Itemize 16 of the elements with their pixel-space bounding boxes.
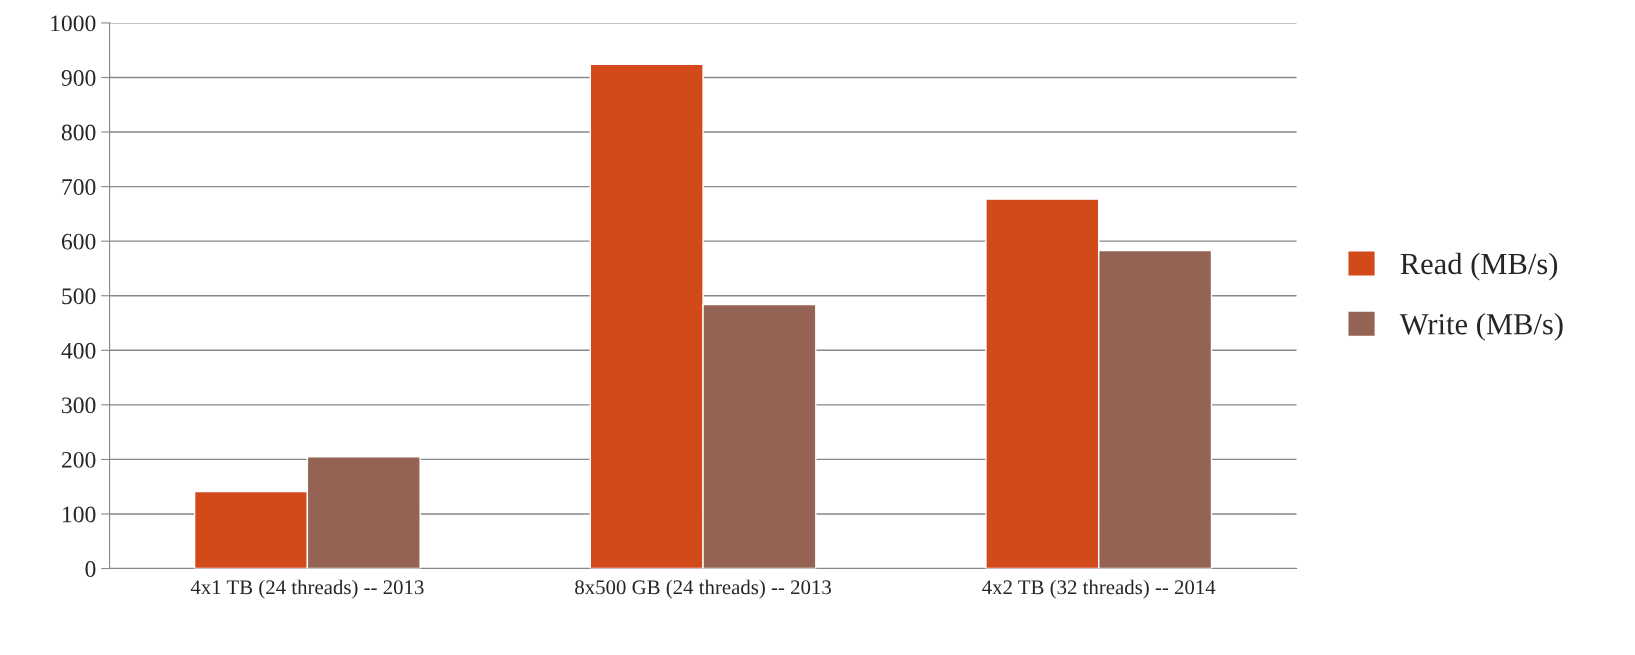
x-tick-label: 4x2 TB (32 threads) -- 2014 bbox=[982, 579, 1216, 599]
y-tick-label: 400 bbox=[61, 342, 96, 359]
legend-label: Write (MB/s) bbox=[1399, 313, 1563, 341]
y-tick-label: 1000 bbox=[51, 15, 96, 32]
y-tick-label: 700 bbox=[62, 179, 96, 196]
y-tick-label: 600 bbox=[61, 233, 96, 250]
x-tick-label: 8x500 GB (24 threads) -- 2013 bbox=[575, 579, 831, 599]
y-tick-label: 500 bbox=[62, 288, 96, 305]
y-tick-label: 300 bbox=[62, 397, 96, 414]
y-tick-label: 800 bbox=[61, 124, 96, 141]
y-tick-label: 100 bbox=[63, 506, 96, 523]
legend-label: Read (MB/s) bbox=[1400, 252, 1558, 281]
x-tick-label: 4x1 TB (24 threads) -- 2013 bbox=[190, 579, 424, 599]
y-tick-label: 200 bbox=[61, 451, 96, 468]
y-tick-label: 0 bbox=[85, 561, 96, 577]
y-tick-label: 900 bbox=[61, 69, 96, 86]
